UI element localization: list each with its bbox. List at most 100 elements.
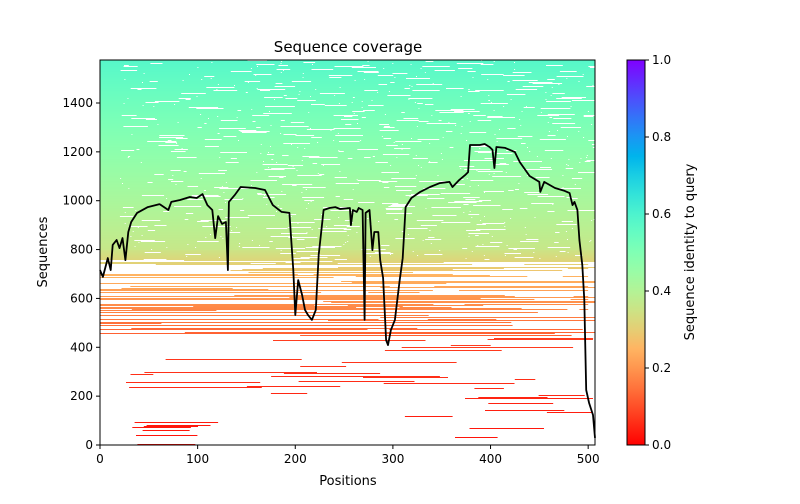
heatmap-segment: [269, 152, 478, 153]
heatmap-segment: [506, 172, 578, 173]
heatmap-segment: [121, 288, 233, 289]
heatmap-segment: [502, 171, 595, 172]
heatmap-segment: [100, 174, 155, 175]
heatmap-segment: [583, 74, 595, 75]
heatmap-segment: [340, 171, 478, 172]
heatmap-segment: [355, 210, 568, 211]
heatmap-segment: [464, 212, 595, 213]
heatmap-segment: [100, 115, 122, 116]
heatmap-segment: [100, 190, 204, 191]
heatmap-segment: [100, 247, 167, 248]
heatmap-segment: [334, 129, 499, 130]
heatmap-segment: [100, 153, 261, 154]
heatmap-segment: [485, 410, 565, 411]
heatmap-segment: [549, 177, 595, 178]
heatmap-segment: [525, 143, 595, 144]
heatmap-segment: [379, 221, 562, 222]
heatmap-segment: [421, 141, 497, 142]
heatmap-segment: [493, 64, 595, 65]
heatmap-segment: [441, 120, 478, 121]
heatmap-segment: [418, 118, 554, 119]
heatmap-segment: [564, 93, 595, 94]
heatmap-segment: [526, 234, 595, 235]
heatmap-segment: [219, 133, 281, 134]
heatmap-segment: [287, 164, 322, 165]
heatmap-segment: [100, 102, 146, 103]
heatmap-segment: [240, 232, 307, 233]
heatmap-segment: [100, 216, 120, 217]
heatmap-segment: [312, 184, 455, 185]
heatmap-segment: [397, 157, 587, 158]
heatmap-segment: [286, 95, 335, 96]
heatmap-segment: [242, 269, 453, 270]
heatmap-segment: [514, 379, 536, 380]
heatmap-segment: [387, 162, 429, 163]
heatmap-segment: [317, 237, 365, 238]
heatmap-segment: [503, 74, 583, 75]
heatmap-segment: [533, 257, 595, 258]
heatmap-segment: [449, 122, 548, 123]
colorbar-tick-label: 0.6: [652, 207, 671, 221]
heatmap-segment: [484, 255, 505, 256]
heatmap-segment: [100, 136, 224, 137]
heatmap-segment: [512, 209, 595, 210]
heatmap-segment: [175, 104, 311, 105]
y-tick-label: 1000: [62, 194, 93, 208]
heatmap-segment: [248, 188, 424, 189]
heatmap-segment: [201, 127, 257, 128]
heatmap-segment: [100, 73, 144, 74]
heatmap-segment: [100, 210, 136, 211]
heatmap-segment: [273, 159, 442, 160]
heatmap-segment: [426, 208, 520, 209]
heatmap-segment: [261, 153, 441, 154]
heatmap-segment: [339, 196, 410, 197]
heatmap-segment: [559, 232, 595, 233]
heatmap-segment: [100, 242, 139, 243]
heatmap-segment: [100, 307, 357, 308]
heatmap-segment: [548, 194, 595, 195]
heatmap-segment: [169, 211, 276, 212]
x-axis: 0 100 200 300 400 500: [96, 445, 600, 466]
heatmap-segment: [100, 63, 151, 64]
heatmap-segment: [267, 204, 393, 205]
heatmap-segment: [100, 207, 123, 208]
heatmap-segment: [363, 66, 423, 67]
heatmap-segment: [218, 107, 362, 108]
heatmap-segment: [135, 246, 239, 247]
heatmap-segment: [297, 98, 409, 99]
heatmap-segment: [408, 234, 526, 235]
heatmap-segment: [100, 90, 214, 91]
heatmap-segment: [341, 362, 457, 363]
heatmap-segment: [508, 164, 567, 165]
heatmap-segment: [209, 118, 404, 119]
heatmap-segment: [160, 252, 375, 253]
heatmap-segment: [439, 90, 476, 91]
heatmap-segment: [428, 121, 470, 122]
heatmap-segment: [368, 218, 511, 219]
heatmap-segment: [146, 425, 211, 426]
heatmap-segment: [128, 65, 279, 66]
heatmap-segment: [137, 66, 257, 67]
heatmap-segment: [505, 222, 595, 223]
heatmap-segment: [100, 274, 298, 275]
heatmap-segment: [554, 79, 595, 80]
heatmap-segment: [100, 158, 231, 159]
heatmap-segment: [157, 119, 341, 120]
heatmap-segment: [100, 245, 260, 246]
heatmap-segment: [100, 241, 141, 242]
heatmap-segment: [100, 175, 173, 176]
heatmap-segment: [391, 138, 411, 139]
heatmap-segment: [515, 62, 595, 63]
heatmap-segment: [542, 161, 585, 162]
heatmap-segment: [489, 145, 595, 146]
heatmap-segment: [292, 144, 402, 145]
heatmap-segment: [100, 147, 298, 148]
heatmap-segment: [282, 191, 484, 192]
heatmap-segment: [511, 99, 546, 100]
heatmap-segment: [488, 403, 554, 404]
heatmap-segment: [100, 129, 307, 130]
heatmap-segment: [285, 89, 316, 90]
heatmap-segment: [378, 72, 425, 73]
heatmap-segment: [521, 176, 595, 177]
heatmap-segment: [201, 206, 389, 207]
